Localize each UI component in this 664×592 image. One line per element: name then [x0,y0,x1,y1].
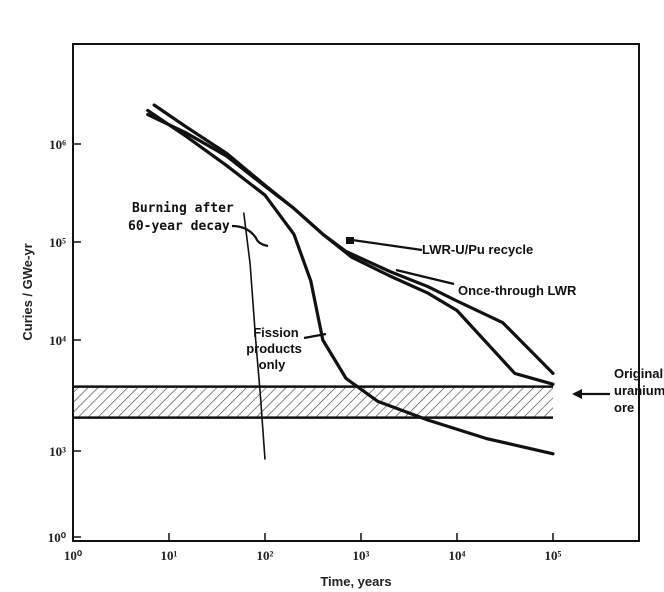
y-axis-label: Curies / GWe-yr [20,243,35,340]
x-tick-label: 10³ [353,548,370,563]
x-axis-label: Time, years [320,574,391,589]
series-fission-products-line [146,108,555,456]
annotation-ore-arrowhead [572,389,582,399]
annotation-fission-pointer [303,332,327,340]
y-tick-label: 10⁶ [49,137,66,152]
annotation-ore-line1: Original [614,366,663,381]
annotation-recycle-marker [346,237,354,244]
x-tick-label: 10⁵ [545,548,562,563]
annotation-ore-line2: uranium [614,383,664,398]
x-tick-label: 10¹ [161,548,178,563]
annotation-fission-line2: products [246,341,302,356]
annotation-recycle-label: LWR-U/Pu recycle [422,242,533,257]
annotation-fission-line3: only [259,357,286,372]
annotation-fission-line1: Fission [253,325,299,340]
annotation-burning-pointer [231,224,269,248]
y-tick-label: 10³ [49,444,66,459]
y-tick-label: 10⁰ [48,530,67,545]
annotation-burning-line1: Burning after [132,201,234,216]
y-tick-label: 10⁴ [49,333,66,348]
annotation-burning-line2: 60-year decay [128,219,230,234]
annotation-once-through-pointer [395,268,455,286]
series-burning-after-decay-line [242,212,266,460]
plot-frame [72,43,640,542]
x-tick-label: 10⁴ [449,548,466,563]
annotation-once-through-label: Once-through LWR [458,283,577,298]
annotation-recycle-pointer [351,238,423,252]
x-tick-label: 10⁰ [64,548,83,563]
y-tick-label: 10⁵ [49,235,66,250]
x-tick-label: 10² [257,548,274,563]
x-axis-ticks: 10⁰ 10¹ 10² 10³ 10⁴ 10⁵ [64,533,562,563]
y-axis-ticks: 10⁰ 10³ 10⁴ 10⁵ 10⁶ [48,137,81,545]
annotation-ore-line3: ore [614,400,634,415]
series-once-through-lwr-line [152,103,555,375]
uranium-ore-band [73,386,553,418]
